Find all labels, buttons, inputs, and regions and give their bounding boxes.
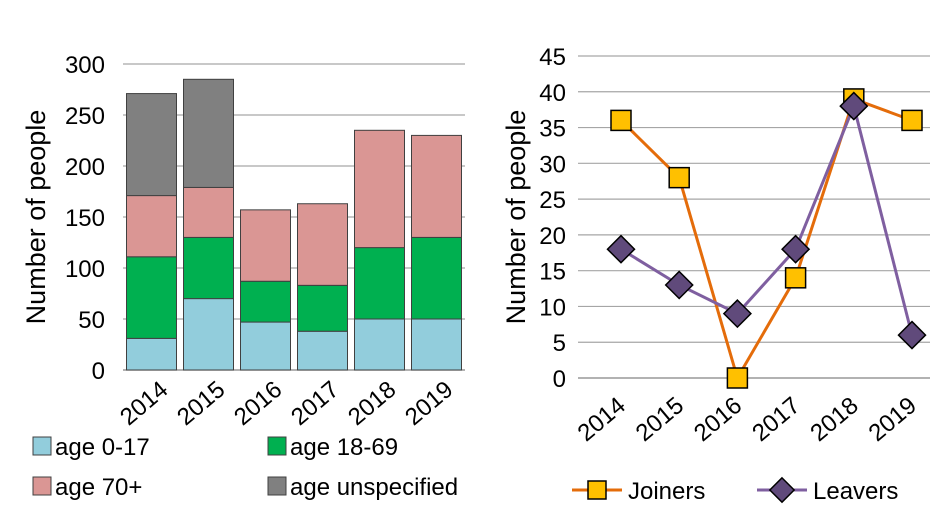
line-x-tick-label: 2018 [805,392,863,447]
bar-y-tick-label: 50 [78,307,105,334]
bar-segment [297,330,348,371]
bar-legend-swatch [267,476,287,496]
line-y-tick-label: 10 [539,294,566,321]
line-chart-y-axis-label: Number of people [501,110,531,325]
line-point [722,299,752,329]
bar-segment [126,195,177,258]
bar-segment [411,134,462,238]
stacked-bar-chart: Number of people 05010015020025030020142… [21,52,465,501]
bar-legend-swatch [32,476,52,496]
line-legend-marker [768,476,796,504]
bar-segment [354,318,405,371]
line-series [620,101,914,336]
line-point [901,109,923,132]
line-point [897,320,927,350]
bar-segment [126,93,177,197]
bar-legend-label: age 18-69 [290,434,398,461]
line-y-tick-label: 45 [539,44,566,71]
bar-segment [354,129,405,249]
bar-segment [297,284,348,332]
bar-segment [297,203,348,286]
line-point [781,234,811,264]
bar-x-tick-label: 2018 [343,376,401,431]
line-y-tick-label: 35 [539,116,566,143]
bar-legend-label: age 0-17 [55,434,150,461]
line-x-tick-label: 2019 [864,392,922,447]
bar-x-tick-label: 2017 [286,376,344,431]
line-x-tick-label: 2016 [689,392,747,447]
bar-legend-swatch [32,436,52,456]
bar-segment [240,321,291,371]
bar-segment [411,236,462,320]
line-legend-marker [587,480,607,500]
bar-x-tick-label: 2019 [400,376,458,431]
bar-legend-label: age 70+ [55,474,142,501]
bar-segment [411,318,462,371]
bar-segment [354,247,405,320]
bar-y-tick-label: 250 [65,103,105,130]
bar-x-tick-label: 2015 [172,376,230,431]
line-point [726,367,749,389]
line-x-tick-label: 2014 [573,392,631,447]
bar-y-tick-label: 100 [65,256,105,283]
bar-segment [183,78,234,188]
bar-segment [126,337,177,371]
line-y-tick-label: 5 [553,330,566,357]
line-point [664,270,694,300]
bar-y-tick-label: 300 [65,52,105,79]
line-point [606,234,636,264]
line-x-tick-label: 2017 [747,392,805,447]
line-point [668,166,690,189]
line-x-tick-label: 2015 [631,392,689,447]
line-series [619,96,913,382]
line-y-tick-label: 20 [539,223,566,250]
line-point [610,109,632,132]
bar-segment [183,236,234,300]
bar-x-tick-label: 2016 [229,376,287,431]
bar-legend-label: age unspecified [290,474,458,501]
line-y-tick-label: 15 [539,259,566,286]
line-y-tick-label: 40 [539,80,566,107]
bar-segment [183,298,234,371]
bar-segment [240,209,291,282]
bar-legend-swatch [267,436,287,456]
bar-segment [240,280,291,323]
bar-segment [126,256,177,339]
line-point [784,267,807,289]
line-y-tick-label: 30 [539,151,566,178]
bar-y-tick-label: 150 [65,205,105,232]
bar-y-tick-label: 0 [92,358,105,385]
line-y-tick-label: 0 [553,366,566,393]
bar-segment [183,186,234,238]
bar-x-tick-label: 2014 [115,376,173,431]
bar-y-tick-label: 200 [65,154,105,181]
line-y-tick-label: 25 [539,187,566,214]
line-legend-label: Leavers [813,478,898,505]
line-point [839,91,869,121]
line-legend-label: Joiners [628,478,705,505]
bar-chart-y-axis-label: Number of people [21,110,51,325]
